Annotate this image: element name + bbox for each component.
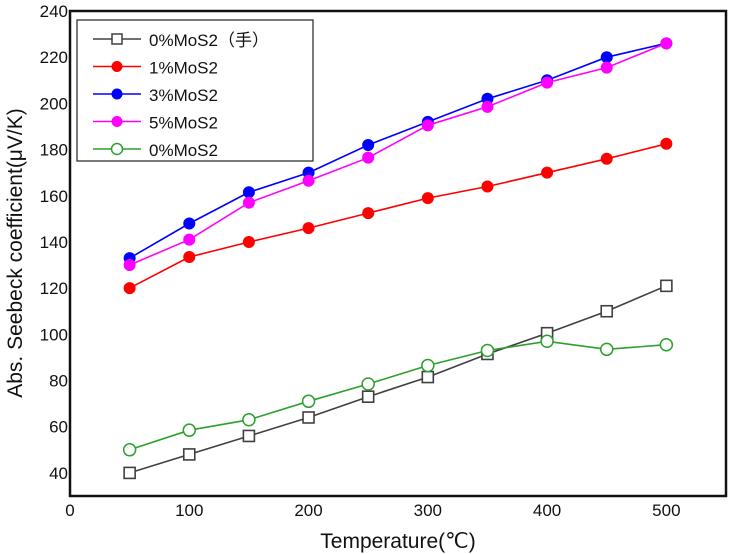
- data-point: [302, 411, 315, 424]
- legend: 0%MoS2（手） 1%MoS2 3%MoS2 5%MoS2 0%MoS2: [76, 19, 314, 162]
- y-tick-label: 140: [40, 233, 68, 252]
- x-axis-ticks: 0 100 200 300 400 500: [65, 501, 680, 520]
- y-tick-label: 100: [40, 325, 68, 344]
- data-point: [242, 429, 256, 443]
- data-point: [183, 250, 196, 263]
- x-axis-title: Temperature(℃): [320, 530, 475, 553]
- plot-area: [68, 9, 728, 498]
- data-point: [421, 358, 435, 373]
- data-point: [182, 423, 197, 437]
- legend-item: 1%MoS2: [93, 59, 218, 78]
- data-point: [183, 217, 196, 230]
- data-point: [599, 342, 614, 357]
- y-tick-label: 80: [49, 372, 68, 391]
- x-tick-label: 0: [65, 501, 74, 520]
- y-tick-label: 180: [40, 141, 68, 160]
- legend-label: 0%MoS2: [149, 141, 218, 160]
- data-point: [302, 174, 315, 187]
- legend-item: 0%MoS2（手）: [93, 31, 269, 50]
- data-point: [421, 192, 434, 205]
- y-axis-ticks: 40 60 80 100 120 140 160 180 200 220 240: [40, 2, 68, 483]
- legend-marker: [111, 116, 123, 127]
- data-point: [600, 152, 613, 165]
- data-point: [122, 443, 137, 457]
- data-point: [480, 343, 495, 358]
- data-point: [362, 151, 375, 164]
- legend-label: 1%MoS2: [149, 59, 218, 78]
- y-tick-label: 160: [40, 187, 68, 206]
- data-point: [600, 51, 613, 64]
- data-point: [541, 166, 554, 179]
- data-point: [361, 390, 375, 403]
- series-line: [129, 42, 667, 259]
- legend-item: 0%MoS2: [93, 141, 218, 160]
- data-point: [600, 61, 613, 74]
- data-point: [659, 337, 674, 352]
- legend-label: 0%MoS2（手）: [149, 31, 269, 50]
- series-1: [123, 137, 673, 295]
- legend-marker: [111, 61, 123, 72]
- data-point: [541, 76, 554, 89]
- y-tick-label: 200: [40, 94, 68, 113]
- series-line: [129, 42, 667, 266]
- legend-marker: [110, 142, 124, 156]
- data-point: [362, 138, 375, 151]
- data-point: [302, 222, 315, 235]
- series-3: [123, 37, 673, 272]
- x-tick-label: 100: [175, 501, 203, 520]
- data-point: [600, 304, 614, 318]
- data-point: [123, 259, 136, 272]
- legend-marker: [111, 88, 123, 100]
- x-tick-label: 400: [533, 501, 561, 520]
- series-line: [129, 285, 667, 474]
- y-tick-label: 120: [40, 279, 68, 298]
- y-tick-label: 60: [49, 418, 68, 437]
- data-point: [421, 370, 435, 384]
- data-point: [123, 282, 136, 295]
- legend-item: 3%MoS2: [93, 86, 218, 105]
- y-axis-title: Abs. Seebeck coefficient(μV/K): [4, 108, 27, 398]
- x-tick-label: 300: [414, 501, 442, 520]
- data-point: [660, 279, 673, 293]
- data-point: [361, 377, 375, 391]
- data-point: [242, 235, 255, 248]
- legend-label: 3%MoS2: [149, 86, 218, 105]
- data-point: [540, 334, 554, 349]
- data-point: [362, 207, 375, 220]
- series-line: [129, 143, 667, 289]
- data-point: [421, 119, 434, 132]
- data-point: [183, 233, 196, 246]
- series-0: [123, 279, 673, 480]
- y-tick-label: 40: [49, 464, 68, 483]
- y-tick-label: 240: [40, 2, 68, 21]
- data-point: [123, 466, 136, 480]
- legend-label: 5%MoS2: [149, 114, 218, 133]
- data-point: [182, 448, 196, 461]
- x-tick-label: 500: [652, 501, 680, 520]
- data-point: [242, 186, 255, 199]
- data-point: [660, 137, 673, 150]
- data-point: [660, 37, 673, 50]
- x-tick-label: 200: [294, 501, 322, 520]
- series-4: [122, 334, 674, 457]
- data-point: [301, 394, 316, 409]
- data-point: [481, 100, 494, 113]
- plot-frame: [68, 9, 728, 498]
- data-point: [242, 196, 255, 209]
- legend-marker: [111, 33, 123, 45]
- legend-item: 5%MoS2: [93, 114, 218, 133]
- y-tick-label: 220: [40, 48, 68, 67]
- data-point: [481, 180, 494, 193]
- series-line: [129, 340, 667, 451]
- data-point: [242, 413, 256, 427]
